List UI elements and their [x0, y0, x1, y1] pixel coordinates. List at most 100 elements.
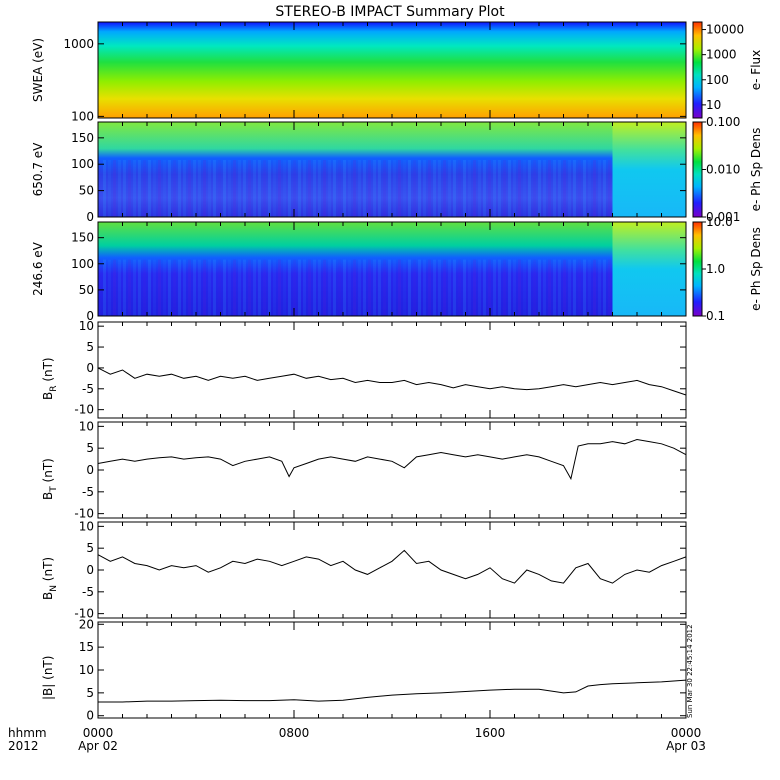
- heatmap-stripe: [233, 160, 236, 217]
- heatmap-stripe: [128, 259, 131, 316]
- heatmap-stripe: [238, 259, 241, 316]
- colorbar-tick-label: 0.010: [706, 163, 740, 177]
- heatmap-stripe: [608, 259, 611, 316]
- heatmap-stripe: [208, 259, 211, 316]
- heatmap-stripe: [313, 160, 316, 217]
- heatmap-stripe: [533, 259, 536, 316]
- y-tick-label: 0: [86, 210, 94, 224]
- heatmap-stripe: [348, 259, 351, 316]
- heatmap-stripe: [408, 160, 411, 217]
- colorbar-label: e- Ph Sp Dens: [749, 227, 763, 311]
- time-corner-year: 2012: [8, 739, 39, 753]
- heatmap-stripe: [203, 160, 206, 217]
- heatmap-stripe: [448, 160, 451, 217]
- heatmap-stripe: [218, 160, 221, 217]
- heatmap-stripe: [598, 259, 601, 316]
- y-axis-label: BN (nT): [41, 557, 59, 600]
- panel-frame: [97, 621, 687, 719]
- colorbar-tick-label: 0.100: [706, 115, 740, 129]
- panel-2: 0.001 0.010 0.100 e- Ph Sp Dens 0 50 100 150 650…: [31, 115, 763, 224]
- heatmap-stripe: [358, 160, 361, 217]
- heatmap-stripe: [253, 160, 256, 217]
- heatmap-stripe: [553, 259, 556, 316]
- time-tick-date: Apr 03: [666, 739, 706, 753]
- colorbar-tick-label: 0.001: [706, 210, 740, 224]
- heatmap-stripe: [423, 259, 426, 316]
- y-tick-label: 150: [71, 131, 94, 145]
- heatmap-stripe: [603, 160, 606, 217]
- y-tick-label: -5: [82, 485, 94, 499]
- heatmap-stripe: [453, 259, 456, 316]
- y-tick-label: -10: [74, 507, 94, 521]
- heatmap-stripe: [383, 259, 386, 316]
- heatmap-stripe: [458, 259, 461, 316]
- y-tick-label: 5: [86, 541, 94, 555]
- heatmap-stripe: [268, 259, 271, 316]
- heatmap-stripe: [138, 259, 141, 316]
- y-tick-label: 50: [79, 184, 94, 198]
- heatmap-stripe: [568, 259, 571, 316]
- colorbar-tick-label: 100: [706, 73, 729, 87]
- heatmap-stripe: [158, 259, 161, 316]
- heatmap-stripe: [398, 259, 401, 316]
- colorbar-tick-label: 10.0: [706, 215, 733, 229]
- heatmap-stripe: [538, 259, 541, 316]
- heatmap-stripe: [193, 160, 196, 217]
- heatmap-stripe: [203, 259, 206, 316]
- heatmap-stripe: [218, 259, 221, 316]
- heatmap-stripe: [353, 259, 356, 316]
- heatmap-stripe: [98, 259, 101, 316]
- heatmap-stripe: [183, 160, 186, 217]
- heatmap-stripe: [213, 259, 216, 316]
- heatmap-stripe: [433, 160, 436, 217]
- heatmap-stripe: [368, 160, 371, 217]
- y-tick-label: 100: [71, 257, 94, 271]
- heatmap-stripe: [523, 259, 526, 316]
- y-tick-label: 15: [79, 640, 94, 654]
- heatmap-stripe: [598, 160, 601, 217]
- heatmap-stripe: [313, 259, 316, 316]
- heatmap-stripe: [403, 160, 406, 217]
- heatmap-stripe: [273, 160, 276, 217]
- heatmap-stripe: [508, 160, 511, 217]
- y-tick-label: 10: [79, 519, 94, 533]
- heatmap-stripe: [558, 259, 561, 316]
- heatmap-stripe: [363, 259, 366, 316]
- heatmap-stripe: [578, 160, 581, 217]
- heatmap-stripe: [338, 160, 341, 217]
- heatmap-stripe: [123, 160, 126, 217]
- heatmap-stripe: [483, 160, 486, 217]
- heatmap-stripe: [388, 259, 391, 316]
- y-tick-label: 0: [86, 361, 94, 375]
- heatmap-stripe: [108, 160, 111, 217]
- heatmap-stripe: [103, 160, 106, 217]
- heatmap-stripe: [578, 259, 581, 316]
- heatmap-stripe: [363, 160, 366, 217]
- heatmap-stripe: [183, 259, 186, 316]
- y-axis-label: |B| (nT): [41, 656, 55, 700]
- y-tick-label: 150: [71, 231, 94, 245]
- heatmap-stripe: [223, 259, 226, 316]
- heatmap-stripe: [118, 259, 121, 316]
- heatmap-stripe: [188, 259, 191, 316]
- heatmap-stripe: [283, 160, 286, 217]
- series-line: [97, 438, 687, 481]
- heatmap-stripe: [248, 259, 251, 316]
- heatmap-stripe: [468, 259, 471, 316]
- y-axis-label: SWEA (eV): [31, 38, 45, 102]
- heatmap-stripe: [443, 259, 446, 316]
- y-tick-label: 50: [79, 283, 94, 297]
- y-tick-label: 0: [86, 463, 94, 477]
- heatmap-field: [98, 22, 686, 118]
- heatmap-stripe: [433, 259, 436, 316]
- heatmap-stripe: [283, 259, 286, 316]
- heatmap-stripe: [333, 160, 336, 217]
- heatmap-stripe: [178, 259, 181, 316]
- time-tick-date: Apr 02: [78, 739, 118, 753]
- heatmap-stripe: [518, 160, 521, 217]
- heatmap-stripe: [493, 160, 496, 217]
- heatmap-stripe: [263, 160, 266, 217]
- y-axis-label: 246.6 eV: [31, 241, 45, 296]
